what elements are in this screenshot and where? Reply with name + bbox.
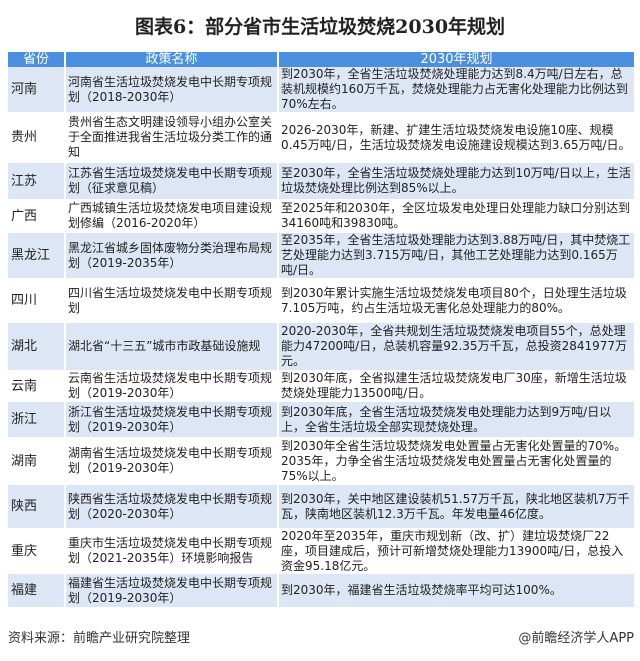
province-cell: 浙江	[8, 402, 66, 437]
table-row: 贵州 贵州省生态文明建设领导小组办公室关于全面推进我省生活垃圾分类工作的通知 202…	[8, 112, 636, 163]
brand-credit: @前瞻经济学人APP	[518, 631, 634, 646]
policy-cell: 贵州省生态文明建设领导小组办公室关于全面推进我省生活垃圾分类工作的通知	[65, 112, 279, 163]
plan-cell: 至2035年，全省生活垃圾处理能力达到3.88万吨/日，其中焚烧工艺处理能力达到…	[278, 233, 636, 278]
policy-cell: 福建省生活垃圾焚烧发电中长期专项规划（2019-2030年）	[65, 574, 279, 607]
table-row: 四川 四川省生活垃圾焚烧发电中长期专项规划 到2030年累计实施生活垃圾焚烧发电项目…	[8, 278, 636, 323]
policy-cell: 江苏省生活垃圾焚烧发电中长期专项规划（征求意见稿）	[65, 163, 279, 199]
plan-cell: 2026-2030年，新建、扩建生活垃圾焚烧发电设施10座、规模0.45万吨/日…	[278, 112, 636, 163]
policy-cell: 湖南省生活垃圾焚烧发电中长期专项规划（2019-2030年）	[65, 437, 279, 485]
province-cell: 陕西	[8, 485, 66, 528]
province-cell: 四川	[8, 278, 66, 323]
plan-table: 省份 政策名称 2030年规划 河南 河南省生活垃圾焚烧发电中长期专项规划（201…	[8, 52, 636, 607]
header-plan: 2030年规划	[278, 52, 636, 67]
province-cell: 云南	[8, 370, 66, 402]
table-row: 河南 河南省生活垃圾焚烧发电中长期专项规划（2018-2030年） 到2030年，全…	[8, 67, 636, 112]
policy-cell: 湖北省“十三五”城市市政基础设施规	[65, 323, 279, 370]
table-header: 省份 政策名称 2030年规划	[8, 52, 636, 67]
policy-cell: 云南省生活垃圾焚烧发电中长期专项规划（2019-2030年）	[65, 370, 279, 402]
province-cell: 贵州	[8, 112, 66, 163]
table-row: 湖南 湖南省生活垃圾焚烧发电中长期专项规划（2019-2030年） 到2030年全省…	[8, 437, 636, 485]
plan-cell: 至2025年和2030年，全区垃圾发电处理日处理能力缺口分别达到34160吨和3…	[278, 199, 636, 233]
plan-cell: 到2030年底，全省生活垃圾焚烧发电处理能力达到9万吨/日以上，全省生活垃圾全部…	[278, 402, 636, 437]
header-policy: 政策名称	[65, 52, 279, 67]
policy-cell: 四川省生活垃圾焚烧发电中长期专项规划	[65, 278, 279, 323]
province-cell: 江苏	[8, 163, 66, 199]
policy-cell: 重庆市生活垃圾焚烧发电中长期专项规划（2021-2035年）环境影响报告	[65, 528, 279, 574]
table-row: 重庆 重庆市生活垃圾焚烧发电中长期专项规划（2021-2035年）环境影响报告 20…	[8, 528, 636, 574]
table-row: 浙江 浙江省生活垃圾焚烧发电中长期专项规划（2019-2030年） 到2030年底，…	[8, 402, 636, 437]
table-row: 云南 云南省生活垃圾焚烧发电中长期专项规划（2019-2030年） 到2030年底，…	[8, 370, 636, 402]
plan-cell: 2020-2030年，全省共规划生活垃圾焚烧发电项目55个，总处理能力47200…	[278, 323, 636, 370]
plan-cell: 到2030年，全省生活垃圾焚烧处理能力达到8.4万吨/日左右，总装机规模约160…	[278, 67, 636, 112]
policy-cell: 河南省生活垃圾焚烧发电中长期专项规划（2018-2030年）	[65, 67, 279, 112]
header-province: 省份	[8, 52, 66, 67]
province-cell: 湖南	[8, 437, 66, 485]
province-cell: 广西	[8, 199, 66, 233]
province-cell: 湖北	[8, 323, 66, 370]
policy-cell: 陕西省生活垃圾焚烧发电中长期专项规划（2020-2030年）	[65, 485, 279, 528]
plan-cell: 到2030年，关中地区建设装机51.57万千瓦，陕北地区装机7万千瓦，陕南地区装…	[278, 485, 636, 528]
policy-cell: 广西城镇生活垃圾焚烧发电项目建设规划修编（2016-2020年）	[65, 199, 279, 233]
province-cell: 福建	[8, 574, 66, 607]
source-note: 资料来源：前瞻产业研究院整理	[8, 631, 191, 646]
province-cell: 重庆	[8, 528, 66, 574]
plan-cell: 到2030年全省生活垃圾焚烧发电处置量占无害化处置量的70%。2035年，力争全…	[278, 437, 636, 485]
table-row: 湖北 湖北省“十三五”城市市政基础设施规 2020-2030年，全省共规划生活垃圾焚…	[8, 323, 636, 370]
page-title: 图表6：部分省市生活垃圾焚烧2030年规划	[134, 16, 506, 38]
policy-cell: 浙江省生活垃圾焚烧发电中长期专项规划（2019-2030年）	[65, 402, 279, 437]
table-row: 江苏 江苏省生活垃圾焚烧发电中长期专项规划（征求意见稿） 至2030年，全省生活垃圾…	[8, 163, 636, 199]
plan-cell: 到2030年底，全省拟建生活垃圾焚烧发电厂30座，新增生活垃圾焚烧处理能力135…	[278, 370, 636, 402]
table-row: 福建 福建省生活垃圾焚烧发电中长期专项规划（2019-2030年） 到2030年，福…	[8, 574, 636, 607]
province-cell: 河南	[8, 67, 66, 112]
plan-cell: 2020年至2035年，重庆市规划新（改、扩）建垃圾焚烧厂22座，项目建成后，预…	[278, 528, 636, 574]
policy-cell: 黑龙江省城乡固体废物分类治理布局规划（2019-2035年）	[65, 233, 279, 278]
plan-cell: 到2030年，福建省生活垃圾焚烧率平均可达100%。	[278, 574, 636, 607]
plan-cell: 至2030年，全省生活垃圾焚烧处理能力达到10万吨/日以上，生活垃圾焚烧处理比例…	[278, 163, 636, 199]
table-row: 陕西 陕西省生活垃圾焚烧发电中长期专项规划（2020-2030年） 到2030年，关…	[8, 485, 636, 528]
table-row: 广西 广西城镇生活垃圾焚烧发电项目建设规划修编（2016-2020年） 至2025年…	[8, 199, 636, 233]
plan-cell: 到2030年累计实施生活垃圾焚烧发电项目80个，日处理生活垃圾7.105万吨，约…	[278, 278, 636, 323]
province-cell: 黑龙江	[8, 233, 66, 278]
table-row: 黑龙江 黑龙江省城乡固体废物分类治理布局规划（2019-2035年） 至2035年，…	[8, 233, 636, 278]
